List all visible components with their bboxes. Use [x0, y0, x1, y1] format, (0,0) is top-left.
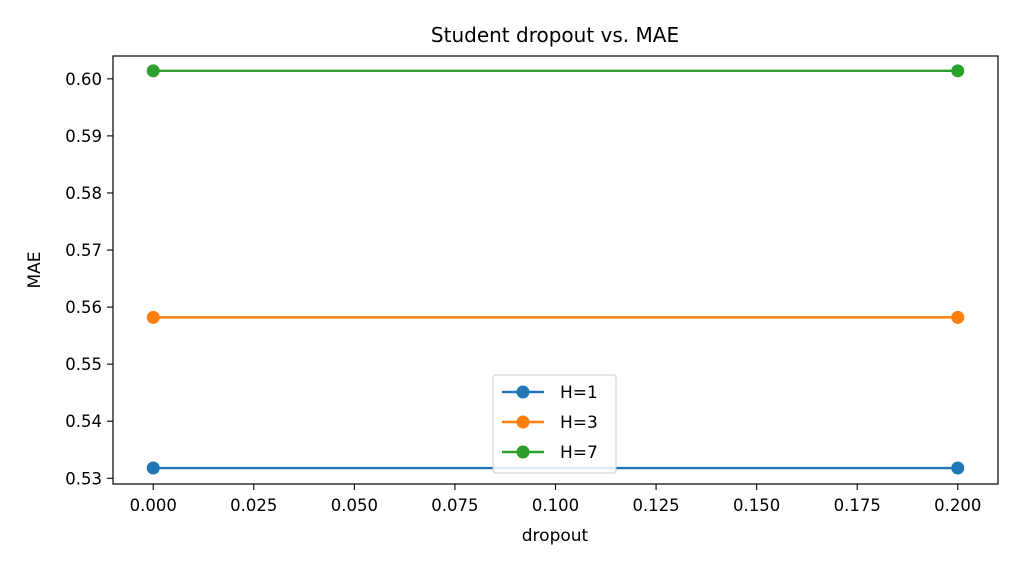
legend-label: H=7: [560, 443, 598, 463]
legend-entry: H=3: [502, 413, 598, 433]
legend-marker: [516, 445, 530, 459]
y-tick-label: 0.57: [65, 241, 102, 260]
x-tick-label: 0.075: [431, 496, 478, 515]
data-point: [146, 310, 160, 324]
plot-content: [146, 64, 965, 475]
series-H=3: [146, 310, 965, 324]
legend-marker: [516, 385, 530, 399]
data-point: [951, 310, 965, 324]
x-axis-label: dropout: [522, 526, 589, 546]
y-axis-ticks: 0.53 0.54 0.55 0.56 0.57 0.58 0.59 0.60: [65, 70, 113, 488]
x-tick-label: 0.050: [331, 496, 378, 515]
legend-marker: [516, 415, 530, 429]
x-axis-ticks: 0.000 0.025 0.050 0.075 0.100 0.125 0.150 0.175…: [130, 484, 981, 515]
legend-entry: H=1: [502, 383, 598, 403]
x-tick-label: 0.150: [733, 496, 780, 515]
chart-title: Student dropout vs. MAE: [431, 23, 679, 47]
plot-frame: [112, 55, 999, 485]
x-tick-label: 0.200: [934, 496, 981, 515]
y-axis-label: MAE: [25, 251, 45, 288]
data-point: [146, 461, 160, 475]
x-tick-label: 0.100: [532, 496, 579, 515]
x-tick-label: 0.125: [632, 496, 679, 515]
y-tick-label: 0.53: [65, 469, 102, 488]
y-tick-label: 0.55: [65, 355, 102, 374]
y-tick-label: 0.59: [65, 127, 102, 146]
data-point: [951, 64, 965, 78]
y-tick-label: 0.56: [65, 298, 102, 317]
data-point: [146, 64, 160, 78]
data-point: [951, 461, 965, 475]
legend-entry: H=7: [502, 443, 598, 463]
y-tick-label: 0.58: [65, 184, 102, 203]
x-tick-label: 0.025: [230, 496, 277, 515]
x-tick-label: 0.175: [834, 496, 881, 515]
series-H=7: [146, 64, 965, 78]
legend-label: H=1: [560, 383, 598, 403]
legend: H=1 H=3 H=7: [492, 374, 617, 474]
x-tick-label: 0.000: [130, 496, 177, 515]
y-tick-label: 0.60: [65, 70, 102, 89]
y-tick-label: 0.54: [65, 412, 102, 431]
legend-label: H=3: [560, 413, 598, 433]
